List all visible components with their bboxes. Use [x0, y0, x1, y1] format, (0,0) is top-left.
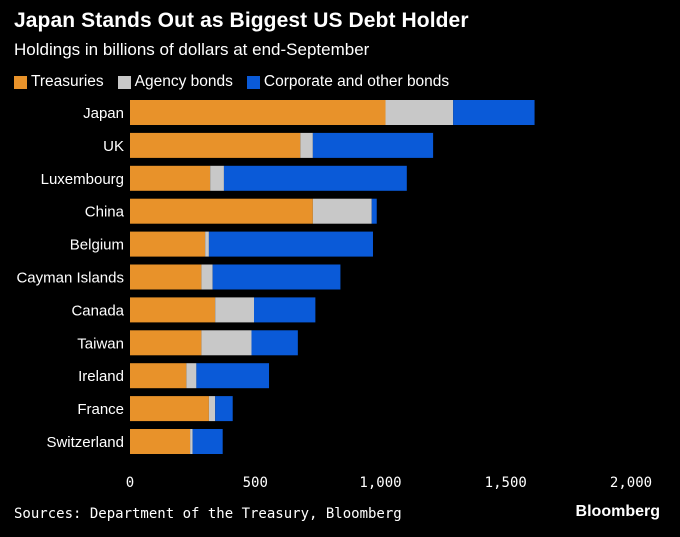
category-label-taiwan: Taiwan	[77, 335, 124, 352]
bar-france-corporate-and-other-bonds	[215, 396, 233, 422]
category-label-uk: UK	[103, 138, 124, 155]
category-label-china: China	[85, 204, 125, 221]
category-label-switzerland: Switzerland	[46, 434, 124, 451]
bar-japan-agency-bonds	[385, 100, 454, 125]
bar-belgium-agency-bonds	[205, 231, 209, 257]
bar-switzerland-treasuries	[130, 429, 191, 454]
category-label-japan: Japan	[83, 105, 124, 122]
x-tick-label-1500: 1,500	[485, 475, 527, 491]
source-note: Sources: Department of the Treasury, Blo…	[14, 506, 402, 522]
bar-uk-treasuries	[130, 132, 301, 158]
legend-swatch-corporate-bonds	[246, 75, 260, 89]
x-tick-label-500: 500	[243, 475, 268, 491]
x-tick-label-2000: 2,000	[610, 475, 652, 491]
legend-item-treasuries: Treasuries	[14, 73, 104, 91]
category-label-luxembourg: Luxembourg	[41, 171, 124, 188]
bar-japan-treasuries	[130, 100, 386, 125]
bar-ireland-treasuries	[130, 363, 187, 389]
bar-luxembourg-agency-bonds	[210, 165, 224, 191]
bar-china-agency-bonds	[312, 198, 372, 224]
x-tick-label-1000: 1,000	[359, 475, 401, 491]
bar-uk-corporate-and-other-bonds	[312, 132, 434, 158]
bar-china-corporate-and-other-bonds	[371, 198, 377, 224]
category-label-cayman-islands: Cayman Islands	[16, 270, 124, 287]
category-label-france: France	[77, 401, 124, 418]
bar-luxembourg-treasuries	[130, 165, 211, 191]
legend: Treasuries Agency bonds Corporate and ot…	[14, 73, 463, 91]
category-label-belgium: Belgium	[70, 237, 124, 254]
bar-ireland-agency-bonds	[186, 363, 197, 389]
category-label-ireland: Ireland	[78, 368, 124, 385]
legend-item-corporate-bonds: Corporate and other bonds	[246, 73, 450, 91]
bar-taiwan-treasuries	[130, 330, 202, 356]
legend-label-corporate-bonds: Corporate and other bonds	[263, 73, 450, 90]
bar-taiwan-corporate-and-other-bonds	[251, 330, 298, 356]
bar-canada-corporate-and-other-bonds	[253, 297, 316, 323]
legend-item-agency-bonds: Agency bonds	[117, 73, 233, 91]
bloomberg-logo: Bloomberg	[575, 503, 660, 520]
chart-subtitle: Holdings in billions of dollars at end-S…	[14, 40, 370, 59]
bar-ireland-corporate-and-other-bonds	[196, 363, 270, 389]
legend-swatch-agency-bonds	[117, 75, 131, 89]
bar-canada-treasuries	[130, 297, 216, 323]
bar-france-agency-bonds	[208, 396, 216, 422]
legend-swatch-treasuries	[14, 75, 27, 89]
bar-cayman-islands-agency-bonds	[201, 264, 213, 290]
bar-belgium-treasuries	[130, 231, 206, 257]
bar-japan-corporate-and-other-bonds	[453, 100, 535, 125]
bar-france-treasuries	[130, 396, 209, 422]
bar-cayman-islands-treasuries	[130, 264, 202, 290]
legend-label-treasuries: Treasuries	[31, 73, 104, 90]
legend-label-agency-bonds: Agency bonds	[134, 73, 233, 90]
bar-belgium-corporate-and-other-bonds	[208, 231, 373, 257]
bar-canada-agency-bonds	[215, 297, 254, 323]
bar-china-treasuries	[130, 198, 313, 224]
bar-taiwan-agency-bonds	[201, 330, 252, 356]
bar-luxembourg-corporate-and-other-bonds	[223, 165, 407, 191]
bar-uk-agency-bonds	[300, 132, 313, 158]
bar-switzerland-corporate-and-other-bonds	[192, 429, 223, 454]
category-label-canada: Canada	[71, 302, 124, 319]
chart-title: Japan Stands Out as Biggest US Debt Hold…	[14, 9, 469, 32]
x-tick-label-0: 0	[126, 475, 134, 491]
stacked-bar-chart: Japan UK Luxembourg China Belgium Cayman Isla…	[16, 100, 652, 491]
bar-switzerland-agency-bonds	[190, 429, 193, 454]
bar-cayman-islands-corporate-and-other-bonds	[212, 264, 341, 290]
